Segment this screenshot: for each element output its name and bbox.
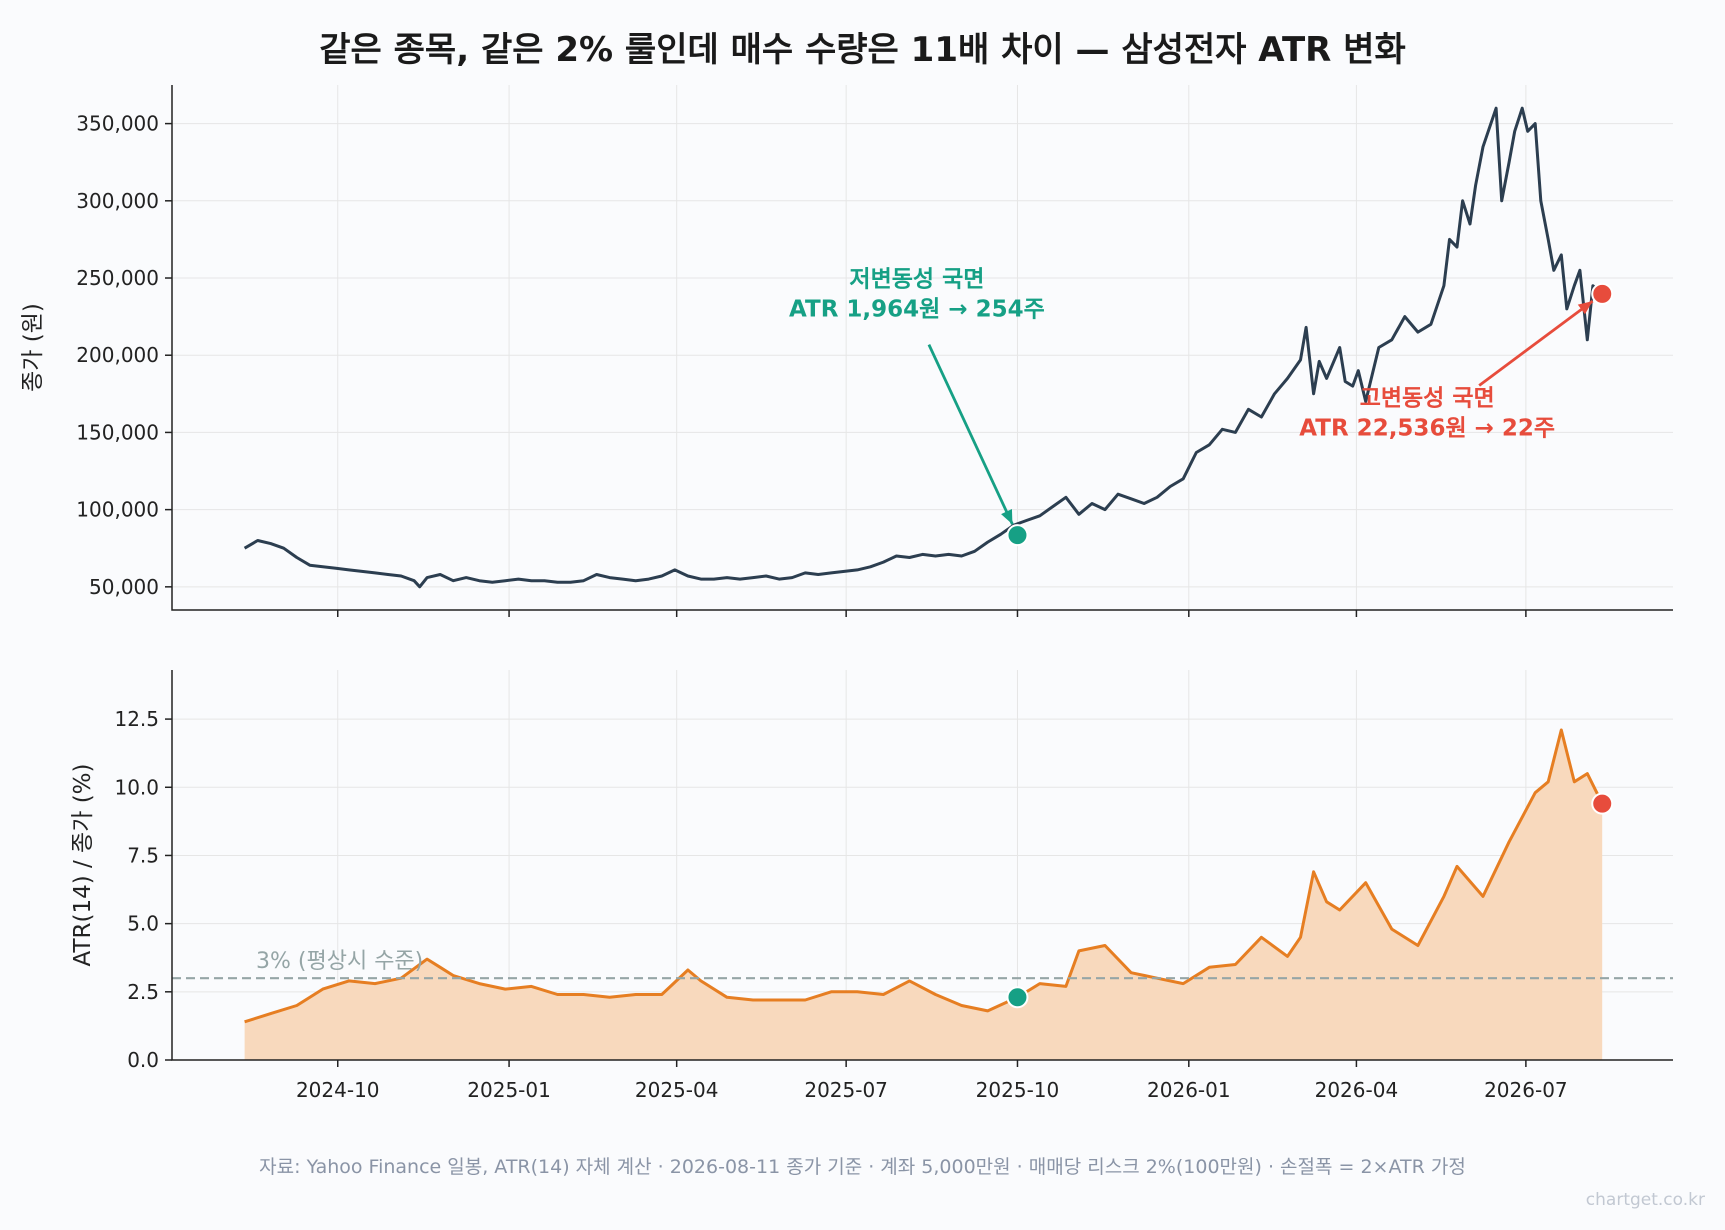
atr-axes-spine [171,670,1673,1061]
annotation-title: 저변동성 국면 [849,267,984,293]
atr-area-fill [244,730,1603,1060]
y-tick-label: 150,000 [76,420,159,444]
price-series-line [243,106,1604,589]
y-tick-label: 300,000 [76,189,159,213]
x-tick-label: 2025-10 [976,1078,1060,1102]
x-tick-label: 2026-04 [1315,1078,1399,1102]
annotation-arrow [927,344,1014,525]
x-tick-label: 2024-10 [296,1078,380,1102]
y-tick-label: 100,000 [76,498,159,522]
price-panel: 50,000 100,000 150,000 200,000 250,000 300,00… [20,85,1673,617]
x-tick-label: 2026-01 [1147,1078,1231,1102]
y-tick-label: 7.5 [127,843,159,867]
y-axis-title: 종가 (원) [20,303,46,392]
annotation-arrowhead [1577,301,1593,315]
y-tick-label: 0.0 [127,1048,159,1072]
y-axis-title: ATR(14) / 종가 (%) [70,764,96,967]
y-tick-label: 10.0 [114,775,159,799]
annotation-title: 고변동성 국면 [1360,386,1495,412]
watermark: chartget.co.kr [1585,1190,1705,1210]
atr-panel: 0.0 2.5 5.0 7.5 10.0 12.5 ATR(14) / 종가 (%) 3% (… [70,670,1673,1102]
atr-marker-point [1006,986,1029,1009]
x-tick-label: 2025-07 [804,1078,888,1102]
chart-title: 같은 종목, 같은 2% 룰인데 매수 수량은 11배 차이 — 삼성전자 AT… [319,30,1406,70]
annotation-detail: ATR 22,536원 → 22주 [1299,416,1555,442]
y-tick-label: 50,000 [89,575,159,599]
price-marker-point [1006,524,1029,547]
y-tick-label: 350,000 [76,112,159,136]
annotation-arrow [1478,299,1594,387]
reference-line-label: 3% (평상시 수준) [256,949,423,974]
y-tick-label: 200,000 [76,343,159,367]
x-tick-label: 2025-04 [635,1078,719,1102]
annotation-arrowhead [1001,509,1013,525]
price-axes-spine [171,85,1673,611]
y-tick-label: 2.5 [127,980,159,1004]
atr-marker-point [1591,792,1614,815]
y-tick-label: 5.0 [127,912,159,936]
y-tick-label: 250,000 [76,266,159,290]
annotation-detail: ATR 1,964원 → 254주 [789,297,1045,323]
source-note: 자료: Yahoo Finance 일봉, ATR(14) 자체 계산 · 20… [259,1156,1466,1178]
atr-series-line [244,728,1604,1024]
x-tick-label: 2025-01 [467,1078,551,1102]
y-tick-label: 12.5 [114,707,159,731]
x-tick-label: 2026-07 [1484,1078,1568,1102]
price-marker-point [1591,282,1614,305]
